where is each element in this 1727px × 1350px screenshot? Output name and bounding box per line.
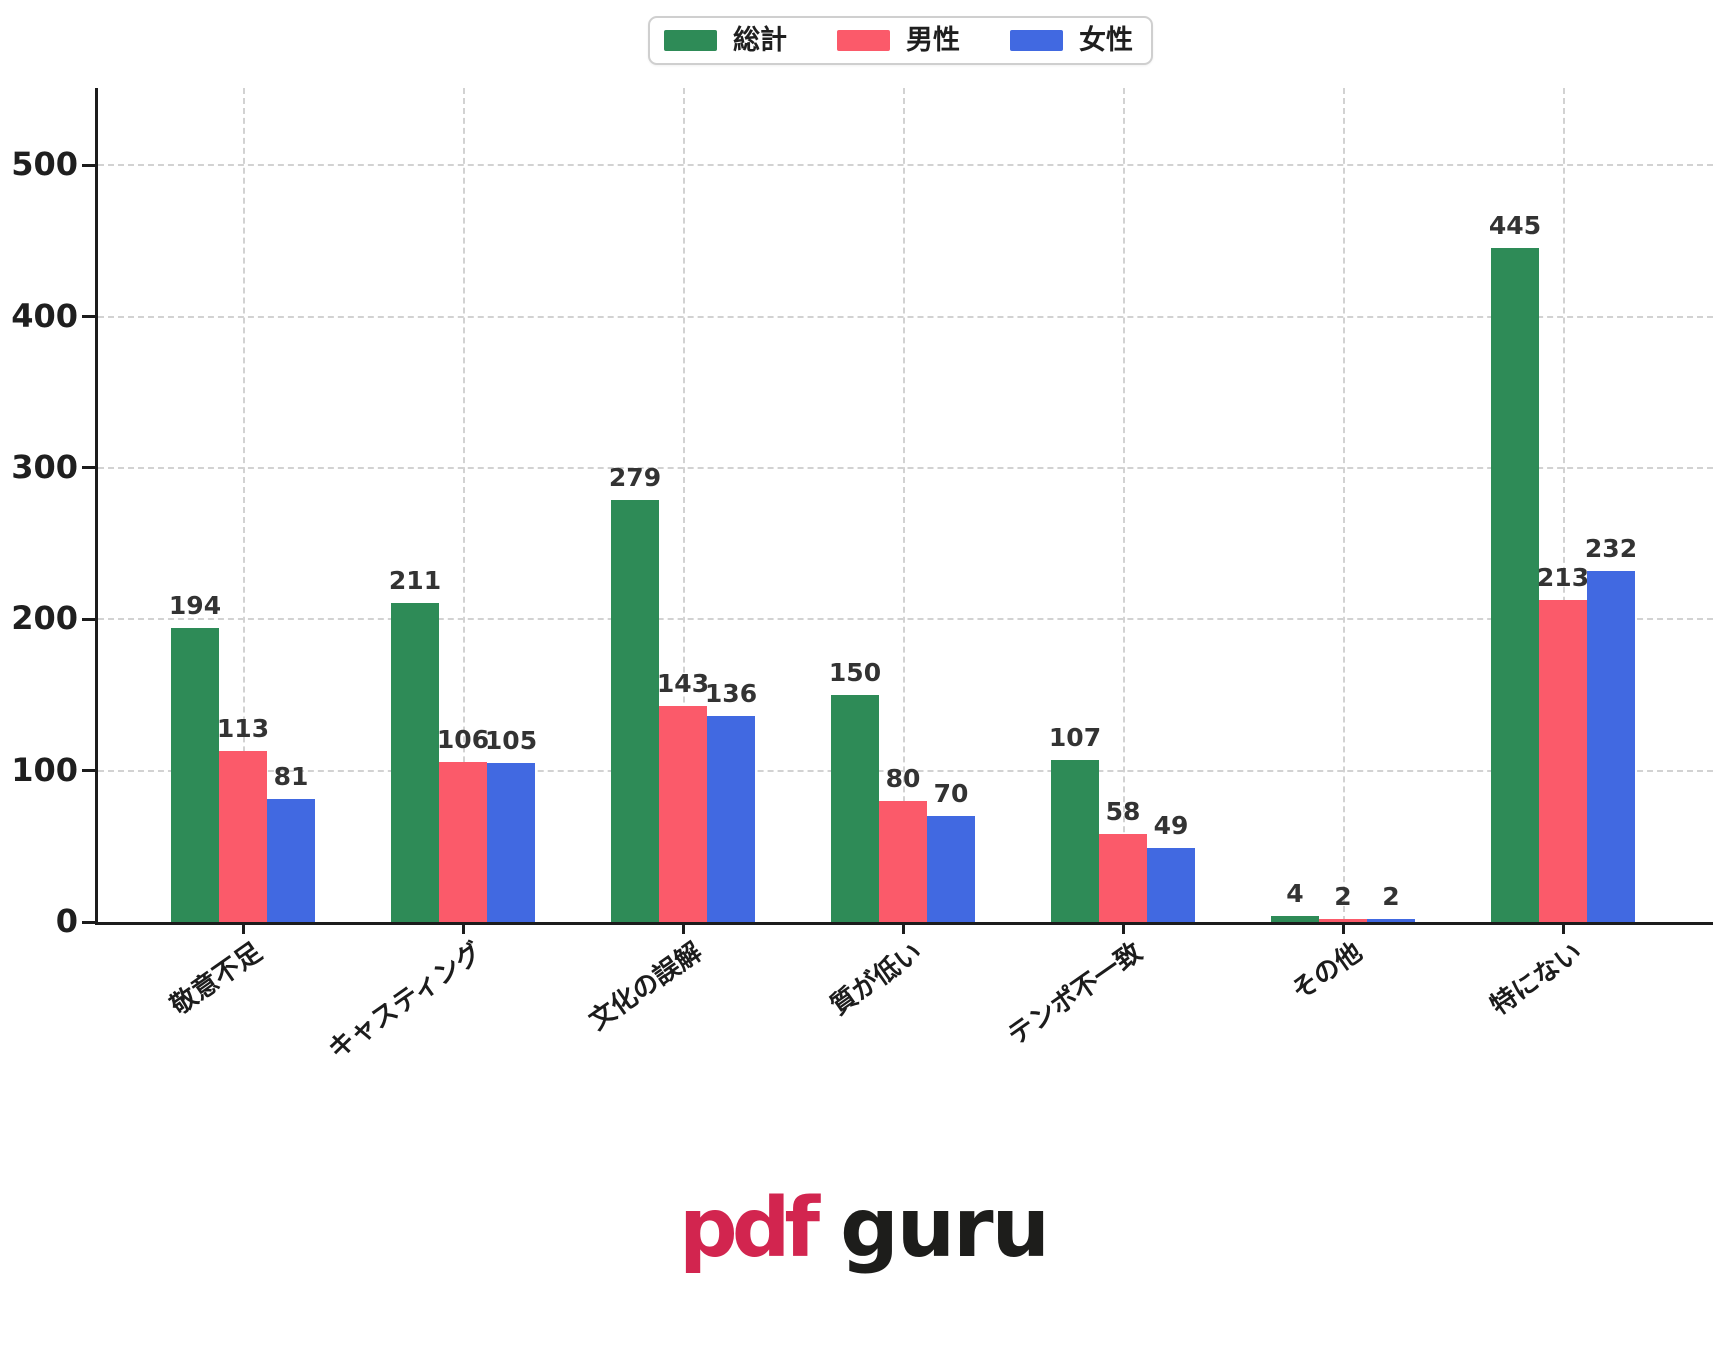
bar-value-label: 445 (1488, 211, 1542, 240)
bar-value-label: 194 (168, 591, 222, 620)
x-axis-tick (242, 925, 245, 934)
legend-item-総計: 総計 (664, 27, 787, 54)
horizontal-gridline (98, 466, 1713, 469)
y-axis-tick (82, 315, 95, 319)
y-axis-tick-label: 0 (55, 902, 78, 940)
bar-女性-テンポ不一致 (1147, 848, 1195, 922)
bar-女性-特にない (1587, 571, 1635, 922)
bar-男性-質が低い (879, 801, 927, 922)
bar-総計-特にない (1491, 248, 1539, 922)
vertical-gridline (1563, 88, 1565, 922)
y-axis-tick-label: 300 (11, 447, 78, 486)
legend-label: 女性 (1079, 25, 1133, 56)
bar-女性-敬意不足 (267, 799, 315, 922)
logo-text-pdf: pdf (679, 1181, 820, 1276)
bar-value-label: 81 (273, 762, 309, 791)
bar-男性-文化の誤解 (659, 706, 707, 922)
horizontal-gridline (98, 618, 1713, 621)
bar-value-label: 150 (828, 658, 882, 687)
horizontal-gridline (98, 769, 1713, 772)
bar-value-label: 107 (1048, 723, 1102, 752)
horizontal-gridline (98, 164, 1713, 167)
y-axis-tick (82, 769, 95, 773)
legend-item-女性: 女性 (1010, 27, 1133, 54)
bar-総計-敬意不足 (171, 628, 219, 922)
bar-総計-質が低い (831, 695, 879, 922)
x-axis-tick (1342, 925, 1345, 934)
y-axis-tick (82, 163, 95, 167)
y-axis-tick-label: 500 (11, 145, 78, 184)
y-axis-tick-label: 200 (11, 599, 78, 638)
y-axis-tick (82, 617, 95, 621)
horizontal-gridline (98, 315, 1713, 318)
y-axis-tick-label: 100 (11, 750, 78, 789)
bar-value-label: 143 (656, 669, 710, 698)
pdf-guru-logo: pdf guru (0, 1188, 1727, 1270)
legend-swatch-icon (837, 30, 890, 51)
legend-swatch-icon (664, 30, 717, 51)
y-axis-tick (82, 466, 95, 470)
bar-value-label: 105 (484, 726, 538, 755)
bar-男性-その他 (1319, 919, 1367, 922)
x-axis-tick (682, 925, 685, 934)
x-category-label-text: その他 (1286, 937, 1368, 1007)
chart-legend: 総計 男性 女性 (648, 16, 1153, 65)
legend-item-男性: 男性 (837, 27, 960, 54)
legend-label: 男性 (906, 25, 960, 56)
bar-value-label: 2 (1382, 882, 1400, 911)
bar-女性-キャスティング (487, 763, 535, 922)
vertical-gridline (1123, 88, 1125, 922)
bar-男性-テンポ不一致 (1099, 834, 1147, 922)
x-category-label-text: 敬意不足 (165, 937, 268, 1022)
bar-value-label: 211 (388, 566, 442, 595)
logo-text-guru: guru (840, 1181, 1050, 1276)
vertical-gridline (903, 88, 905, 922)
bar-総計-文化の誤解 (611, 500, 659, 922)
vertical-gridline (683, 88, 685, 922)
legend-swatch-icon (1010, 30, 1063, 51)
bar-value-label: 136 (704, 679, 758, 708)
bar-男性-特にない (1539, 600, 1587, 922)
x-axis-tick (1122, 925, 1125, 934)
bar-value-label: 4 (1286, 879, 1304, 908)
bar-value-label: 2 (1334, 882, 1352, 911)
vertical-gridline (243, 88, 245, 922)
x-category-label-text: 特にない (1485, 937, 1588, 1022)
x-category-label-text: テンポ不一致 (1002, 937, 1148, 1052)
bar-value-label: 70 (933, 779, 969, 808)
bar-女性-文化の誤解 (707, 716, 755, 922)
y-axis-tick-label: 400 (11, 296, 78, 335)
x-category-label-text: キャスティング (322, 937, 488, 1066)
bar-value-label: 279 (608, 463, 662, 492)
bar-value-label: 106 (436, 725, 490, 754)
bar-総計-その他 (1271, 916, 1319, 922)
x-category-label-text: 質が低い (825, 937, 928, 1022)
bar-女性-その他 (1367, 919, 1415, 922)
x-axis-tick (902, 925, 905, 934)
bar-value-label: 113 (216, 714, 270, 743)
legend-label: 総計 (733, 25, 787, 56)
bar-value-label: 232 (1584, 534, 1638, 563)
bar-value-label: 213 (1536, 563, 1590, 592)
bar-value-label: 49 (1153, 811, 1189, 840)
bar-総計-キャスティング (391, 603, 439, 922)
bar-value-label: 58 (1105, 797, 1141, 826)
plot-area: 敬意不足 キャスティング 文化の誤解 質が低い テンポ不一致 その他 特にない 0 100 200… (11, 88, 1713, 1065)
bar-value-label: 80 (885, 764, 921, 793)
bar-女性-質が低い (927, 816, 975, 922)
x-category-label-text: 文化の誤解 (583, 937, 708, 1037)
bar-男性-キャスティング (439, 762, 487, 922)
bar-男性-敬意不足 (219, 751, 267, 922)
bar-総計-テンポ不一致 (1051, 760, 1099, 922)
vertical-gridline (1343, 88, 1345, 922)
x-axis-tick (462, 925, 465, 934)
vertical-gridline (463, 88, 465, 922)
y-axis-tick (82, 920, 95, 924)
x-axis-tick (1562, 925, 1565, 934)
